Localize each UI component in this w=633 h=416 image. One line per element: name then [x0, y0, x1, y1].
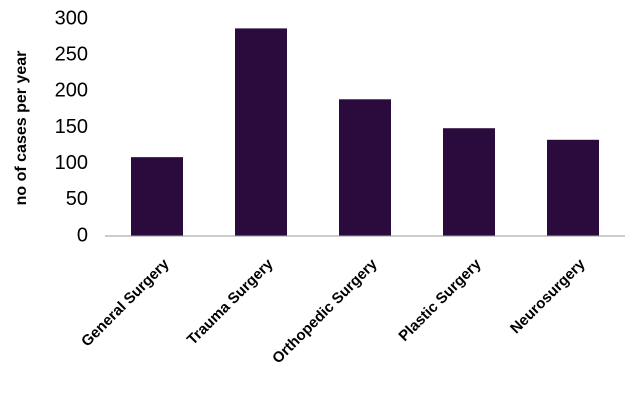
x-tick-label: Trauma Surgery: [184, 255, 277, 348]
y-tick-label: 0: [77, 224, 88, 246]
x-tick-label: Plastic Surgery: [395, 255, 485, 345]
y-tick-label: 100: [55, 152, 88, 174]
bar: [235, 28, 287, 236]
bar: [131, 157, 183, 236]
bar: [339, 99, 391, 236]
y-tick-label: 200: [55, 80, 88, 102]
bar: [547, 139, 599, 236]
x-tick-label: Orthopedic Surgery: [269, 255, 381, 367]
x-tick-label: General Surgery: [78, 255, 173, 350]
y-tick-label: 300: [55, 7, 88, 29]
y-tick-label: 250: [55, 43, 88, 65]
y-tick-label: 150: [55, 116, 88, 138]
y-axis-label: no of cases per year: [13, 51, 30, 206]
y-tick-label: 50: [66, 188, 88, 210]
bar: [443, 128, 495, 236]
x-tick-label: Neurosurgery: [507, 255, 589, 337]
